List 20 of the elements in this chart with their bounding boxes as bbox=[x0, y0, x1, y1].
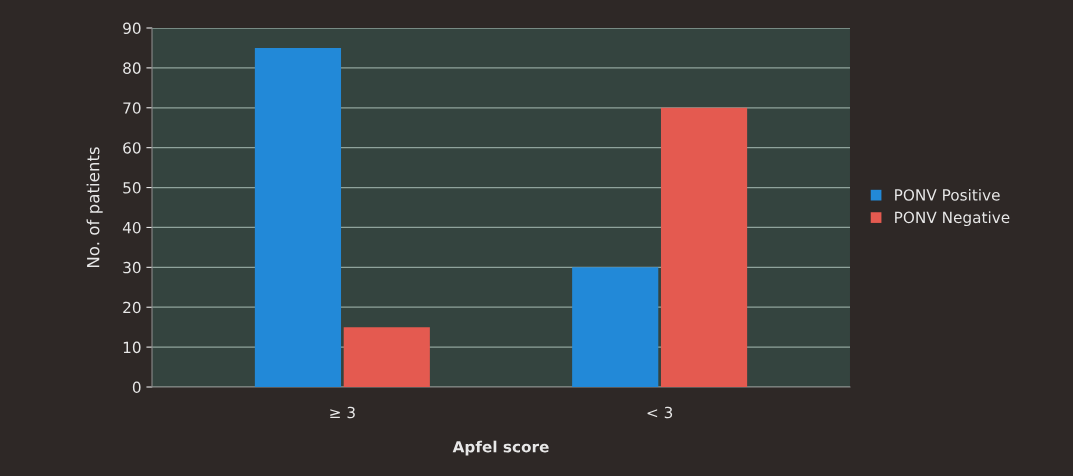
x-tick-label: < 3 bbox=[647, 406, 673, 419]
y-tick-label: 30 bbox=[123, 261, 141, 274]
x-axis-title: Apfel score bbox=[452, 440, 549, 456]
y-tick-label: 80 bbox=[123, 62, 141, 74]
bar bbox=[572, 267, 659, 387]
y-tick-label: 70 bbox=[123, 102, 141, 114]
y-tick-label: 0 bbox=[132, 381, 141, 394]
y-tick-label: 90 bbox=[123, 22, 141, 35]
bar bbox=[343, 327, 430, 387]
y-tick-label: 20 bbox=[123, 301, 141, 314]
legend-label: PONV Negative bbox=[895, 211, 1010, 227]
y-tick-label: 50 bbox=[123, 182, 141, 194]
bar bbox=[660, 107, 748, 387]
bar bbox=[254, 47, 342, 387]
y-tick-label: 10 bbox=[123, 341, 141, 354]
y-axis-title: No. of patients bbox=[86, 147, 103, 268]
x-tick-label: ≥ 3 bbox=[330, 406, 355, 419]
y-tick-label: 40 bbox=[122, 221, 141, 234]
y-tick-label: 60 bbox=[123, 142, 141, 154]
legend-label: PONV Positive bbox=[895, 188, 1000, 201]
